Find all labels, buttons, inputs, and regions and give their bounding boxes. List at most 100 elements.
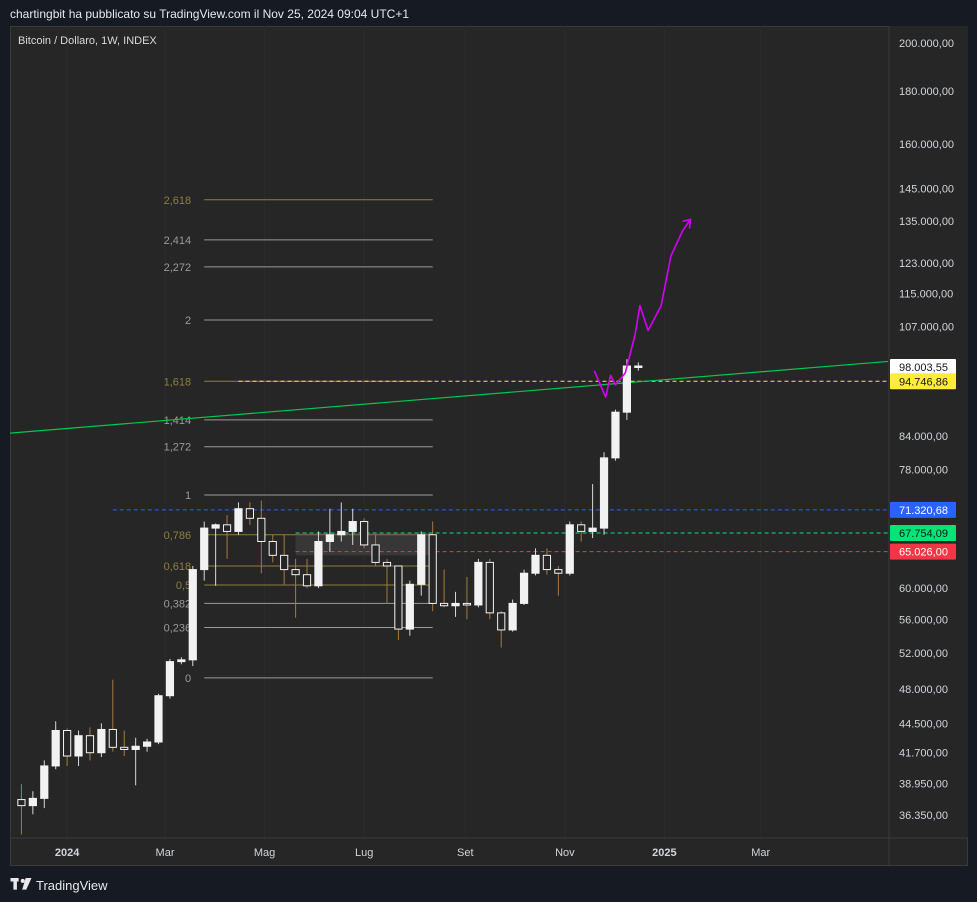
candle-body: [131, 745, 140, 750]
candle-body: [165, 661, 175, 697]
candle-body: [63, 729, 72, 757]
candle-body: [337, 530, 346, 536]
candle-body: [51, 729, 60, 767]
fib-level-label: 2: [185, 315, 191, 327]
candle-body: [394, 565, 403, 630]
fib-level-label: 1,618: [164, 376, 192, 388]
candle-body: [245, 508, 254, 519]
tradingview-logo-icon: [10, 878, 32, 890]
time-tick-label: 2025: [652, 847, 676, 859]
price-label-text: 98.003,55: [899, 362, 948, 374]
candle-body: [462, 602, 472, 606]
fib-level-label: 2,272: [164, 262, 192, 274]
candle-body: [234, 508, 243, 532]
fib-level-label: 0,786: [164, 530, 192, 542]
candle-body: [497, 612, 506, 631]
price-tick-label: 56.000,00: [899, 614, 948, 626]
candle-body: [85, 735, 95, 754]
candle-body: [291, 569, 300, 576]
candle-body: [577, 524, 586, 532]
footer: TradingView: [10, 874, 108, 896]
candle-body: [108, 728, 117, 748]
price-tick-label: 38.950,00: [899, 779, 948, 791]
price-tick-label: 123.000,00: [899, 258, 954, 270]
fib-level-label: 1,414: [164, 415, 192, 427]
price-tick-label: 48.000,00: [899, 684, 948, 696]
price-tick-label: 36.350,00: [899, 810, 948, 822]
candle-body: [634, 365, 643, 369]
time-tick-label: 2024: [55, 847, 80, 859]
candle-body: [348, 521, 357, 532]
brand-name: TradingView: [36, 877, 108, 893]
candlestick-chart[interactable]: 2,618 2,414 2,272 2 1,618 1,414 1,272 1 0,786 0,6…: [10, 26, 968, 866]
price-label-badge: [890, 543, 956, 560]
time-tick-label: Nov: [555, 847, 575, 859]
fib-level-label: 0,236: [164, 622, 192, 634]
publication-text: chartingbit ha pubblicato su TradingView…: [10, 7, 410, 21]
price-tick-label: 107.000,00: [899, 321, 954, 333]
time-tick-label: Mar: [156, 847, 175, 859]
candle-body: [508, 602, 517, 631]
price-tick-label: 60.000,00: [899, 583, 948, 595]
candle-body: [360, 521, 369, 546]
candle-body: [588, 527, 597, 532]
price-tick-label: 52.000,00: [899, 648, 948, 660]
candle-body: [428, 534, 437, 604]
candle-body: [405, 583, 414, 630]
price-tick-label: 115.000,00: [899, 289, 953, 301]
chart-panel[interactable]: [10, 26, 968, 866]
candle-body: [40, 765, 49, 799]
candle-body: [200, 527, 209, 571]
price-tick-label: 78.000,00: [899, 464, 948, 476]
fib-level-label: 2,618: [164, 195, 192, 207]
price-label-text: 94.746,86: [899, 376, 948, 388]
time-tick-label: Mag: [254, 847, 275, 859]
candle-body: [451, 602, 460, 607]
candle-body: [222, 524, 232, 532]
trendline: [10, 360, 889, 434]
candle-body: [97, 728, 106, 754]
price-label-text: 65.026,00: [899, 547, 948, 559]
price-tick-label: 135.000,00: [899, 216, 954, 228]
publication-header: chartingbit ha pubblicato su TradingView…: [10, 0, 970, 26]
price-tick-label: 200.000,00: [899, 38, 954, 50]
candle-body: [542, 554, 552, 571]
price-tick-label: 145.000,00: [899, 184, 954, 196]
candle-body: [382, 561, 392, 567]
fib-level-label: 1: [185, 490, 191, 502]
price-label-text: 71.320,68: [899, 505, 948, 517]
candle-body: [554, 569, 563, 574]
candle-body: [74, 735, 83, 757]
candle-body: [28, 797, 37, 807]
fib-level-label: 0,382: [164, 598, 192, 610]
projection-path: [593, 218, 692, 398]
fib-level-label: 2,414: [164, 235, 192, 247]
candle-body: [599, 457, 609, 529]
time-tick-label: Lug: [355, 847, 373, 859]
price-tick-label: 160.000,00: [899, 139, 954, 151]
candle-body: [177, 659, 186, 663]
price-tick-label: 41.700,00: [899, 748, 948, 760]
time-tick-label: Set: [457, 847, 474, 859]
candle-body: [280, 554, 289, 571]
candle-body: [268, 541, 277, 556]
candle-body: [188, 569, 197, 661]
fib-level-label: 1,272: [164, 442, 192, 454]
candle-body: [314, 541, 323, 587]
price-label-badge: [890, 525, 956, 542]
chart-title: Bitcoin / Dollaro, 1W, INDEX: [18, 35, 157, 47]
candle-body: [417, 534, 426, 585]
candle-body: [17, 799, 26, 807]
candle-body: [257, 517, 266, 543]
candle-body: [120, 746, 129, 750]
time-tick-label: Mar: [751, 847, 770, 859]
candle-body: [371, 544, 380, 563]
candle-body: [531, 554, 540, 574]
candle-body: [485, 561, 494, 614]
fib-level-label: 0,5: [176, 580, 191, 592]
candle-body: [325, 534, 334, 543]
candle-body: [154, 695, 163, 743]
price-axis[interactable]: [889, 26, 968, 838]
projection-arrowhead: [682, 218, 692, 229]
candle-body: [474, 561, 483, 606]
